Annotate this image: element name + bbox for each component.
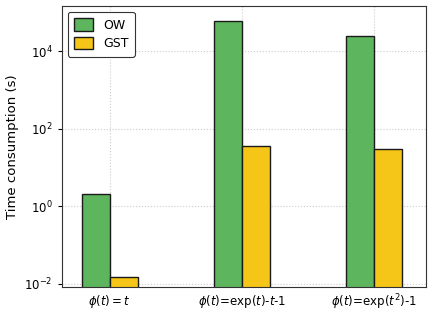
Bar — [214, 21, 242, 318]
Bar — [110, 277, 138, 318]
Bar — [346, 36, 374, 318]
Bar — [82, 194, 110, 318]
Legend: OW, GST: OW, GST — [68, 12, 134, 57]
Bar — [374, 149, 402, 318]
Y-axis label: Time consumption (s): Time consumption (s) — [6, 74, 19, 219]
Bar — [242, 146, 270, 318]
